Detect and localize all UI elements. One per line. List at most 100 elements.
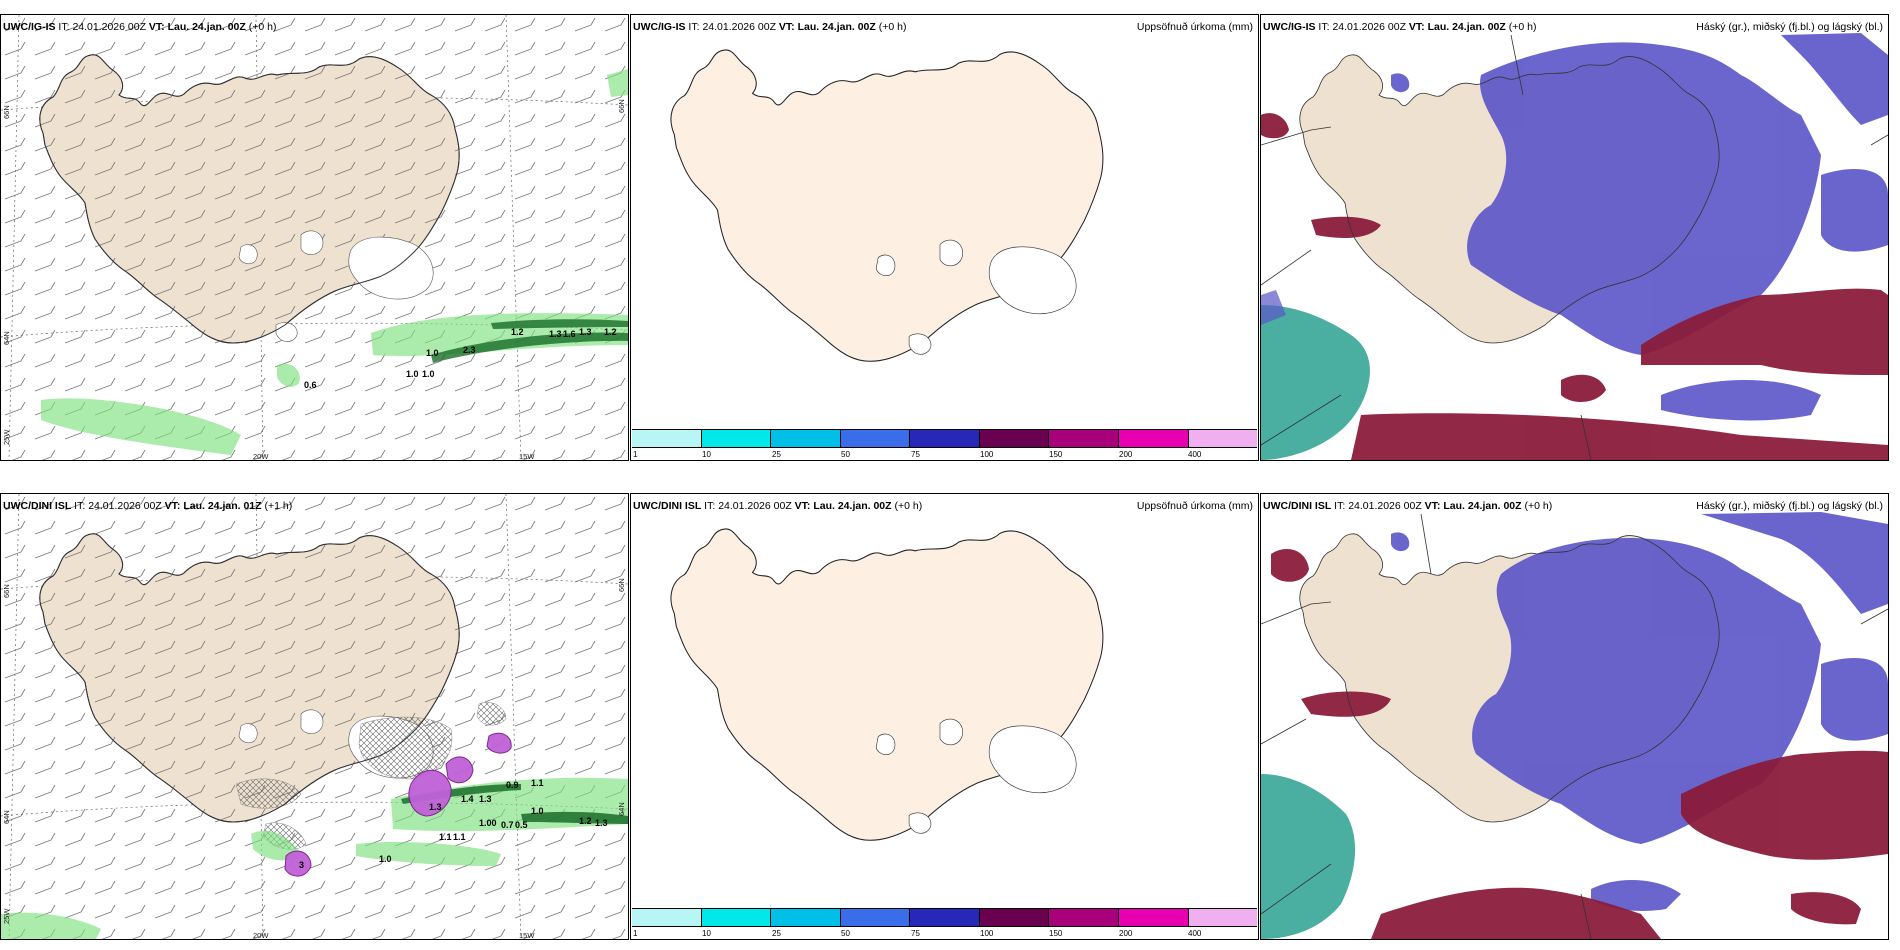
it-label: IT: [1318,21,1330,33]
map-panel-dini-precip: UWC/DINI ISL IT: 24.01.2026 00Z VT: Lau.… [630,493,1259,940]
precip-value: 1.3 [479,794,492,804]
map-canvas [1261,512,1888,939]
colorbar-swatch [1118,430,1189,447]
precip-colorbar [632,908,1258,927]
lon-label: 15W [519,931,535,940]
init-time: 24.01.2026 00Z [702,21,776,33]
lat-label: 64N [617,802,626,816]
it-label: IT: [1334,500,1346,512]
valid-time: Lau. 24.jan. 00Z [167,21,246,33]
colorbar-swatch [771,909,841,926]
panel-header: UWC/DINI ISL IT: 24.01.2026 00Z VT: Lau.… [3,500,292,512]
lon-label: 15W [519,452,535,461]
colorbar-swatch [979,909,1050,926]
colorbar-swatch [632,909,702,926]
map-canvas [1,494,628,939]
init-time: 24.01.2026 00Z [1348,500,1422,512]
valid-time: Lau. 24.jan. 01Z [183,500,262,512]
lat-label: 66N [617,578,626,592]
colorbar-swatch [1049,909,1119,926]
panel-header: UWC/DINI ISL IT: 24.01.2026 00Z VT: Lau.… [1263,500,1552,512]
colorbar-tick: 400 [1188,929,1202,938]
colorbar-tick: 50 [841,929,850,938]
model-name: UWC/IG-IS [3,21,56,33]
precip-value: 1.4 [461,794,474,804]
colorbar-swatch [1188,430,1258,447]
colorbar-tick: 75 [911,450,920,459]
colorbar-tick: 200 [1119,450,1133,459]
colorbar-swatch [840,430,911,447]
colorbar-tick: 25 [772,929,781,938]
vt-label: VT: [148,21,165,33]
colorbar-swatch [840,909,911,926]
precip-value: 0.9 [506,780,519,790]
colorbar-tick: 150 [1049,929,1063,938]
lat-label: 66N [2,105,11,119]
colorbar-swatch [910,430,980,447]
map-panel-ig-is-precip: UWC/IG-IS IT: 24.01.2026 00Z VT: Lau. 24… [630,14,1259,461]
map-panel-dini-clouds: UWC/DINI ISL IT: 24.01.2026 00Z VT: Lau.… [1260,493,1889,940]
map-canvas [670,528,1104,841]
it-label: IT: [704,500,716,512]
colorbar-tick: 200 [1119,929,1133,938]
map-panel-ig-is-wind: UWC/IG-IS IT: 24.01.2026 00Z VT: Lau. 24… [0,14,629,461]
vt-label: VT: [1408,21,1425,33]
colorbar-tick: 50 [841,450,850,459]
valid-time: Lau. 24.jan. 00Z [1443,500,1522,512]
valid-time: Lau. 24.jan. 00Z [813,500,892,512]
lat-label: 64N [2,331,11,345]
precip-value: 1.6 [563,329,576,339]
model-name: UWC/DINI ISL [1263,500,1332,512]
map-canvas [1,15,628,460]
precip-value: 1.3 [429,802,442,812]
lat-label: 66N [617,99,626,113]
model-name: UWC/IG-IS [633,21,686,33]
colorbar-tick: 1 [633,450,638,459]
colorbar-swatch [979,430,1050,447]
map-canvas [670,49,1104,362]
precip-value: 0.6 [304,380,317,390]
precip-value: 1.0 [531,806,544,816]
vt-label: VT: [778,21,795,33]
lead-time: (+1 h) [264,500,293,512]
it-label: IT: [58,21,70,33]
precip-value: 1.3 [549,329,562,339]
lat-label: 64N [2,810,11,824]
precip-value: 1.00 [479,818,497,828]
precip-value: 1.0 [406,369,419,379]
model-name: UWC/DINI ISL [3,500,72,512]
lead-time: (+0 h) [248,21,277,33]
vt-label: VT: [1424,500,1441,512]
lat-label: 66N [2,584,11,598]
lead-time: (+0 h) [878,21,907,33]
colorbar-tick: 100 [980,929,994,938]
model-name: UWC/DINI ISL [633,500,702,512]
it-label: IT: [74,500,86,512]
precip-value: 0.5 [515,820,528,830]
init-time: 24.01.2026 00Z [1332,21,1406,33]
colorbar-swatch [1049,430,1119,447]
colorbar-swatch [771,430,841,447]
panel-header: UWC/DINI ISL IT: 24.01.2026 00Z VT: Lau.… [633,500,922,512]
precip-value: 1.1 [453,832,466,842]
panel-title: Uppsöfnuð úrkoma (mm) [1136,21,1253,33]
panel-title: Uppsöfnuð úrkoma (mm) [1136,500,1253,512]
precip-value: 1.1 [531,778,544,788]
lead-time: (+0 h) [894,500,923,512]
lat-label: 25W [2,908,11,924]
vt-label: VT: [164,500,181,512]
map-canvas [1261,33,1888,460]
init-time: 24.01.2026 00Z [718,500,792,512]
colorbar-swatch [1118,909,1189,926]
colorbar-tick: 10 [702,929,711,938]
panel-header: UWC/IG-IS IT: 24.01.2026 00Z VT: Lau. 24… [633,21,906,33]
colorbar-tick: 25 [772,450,781,459]
init-time: 24.01.2026 00Z [88,500,162,512]
model-name: UWC/IG-IS [1263,21,1316,33]
map-panel-ig-is-clouds: UWC/IG-IS IT: 24.01.2026 00Z VT: Lau. 24… [1260,14,1889,461]
colorbar-swatch [701,430,772,447]
panel-header: UWC/IG-IS IT: 24.01.2026 00Z VT: Lau. 24… [1263,21,1536,33]
precip-value: 1.2 [604,327,617,337]
precip-value: 1.0 [379,854,392,864]
precip-value: 2.3 [463,345,476,355]
